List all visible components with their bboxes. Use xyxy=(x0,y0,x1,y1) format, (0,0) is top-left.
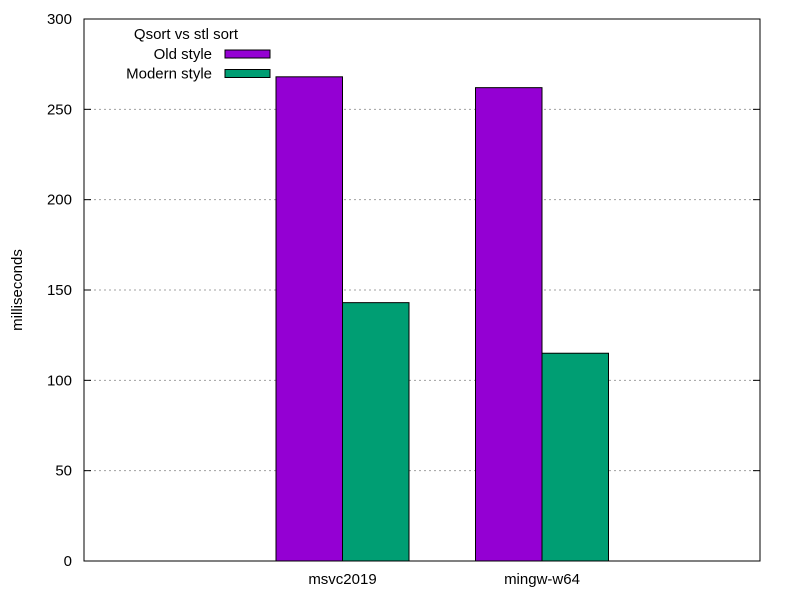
y-tick-label: 100 xyxy=(47,372,72,389)
bar-mingw-w64-0 xyxy=(475,87,543,562)
legend: Qsort vs stl sort Old style Modern style xyxy=(126,26,271,83)
legend-title: Qsort vs stl sort xyxy=(134,26,239,43)
legend-swatch xyxy=(224,69,271,78)
y-tick-label: 50 xyxy=(55,463,72,480)
y-tick-label: 0 xyxy=(64,553,72,570)
y-axis-ticks: 0 50 100 150 200 250 300 xyxy=(47,11,760,570)
y-tick-label: 250 xyxy=(47,101,72,118)
legend-item-label: Modern style xyxy=(126,66,212,83)
bar-msvc2019-1 xyxy=(342,302,410,562)
bars xyxy=(275,76,609,562)
x-category-label: mingw-w64 xyxy=(504,571,580,588)
y-tick-label: 200 xyxy=(47,192,72,209)
y-tick-label: 300 xyxy=(47,11,72,28)
x-axis-categories: msvc2019 mingw-w64 xyxy=(308,554,580,588)
grid-lines xyxy=(84,108,760,472)
legend-swatch xyxy=(224,49,271,59)
bar-mingw-w64-1 xyxy=(541,352,609,562)
bar-msvc2019-0 xyxy=(275,76,343,562)
x-category-label: msvc2019 xyxy=(308,571,376,588)
legend-items: Old style Modern style xyxy=(126,46,271,83)
y-axis-label: milliseconds xyxy=(9,249,26,331)
legend-item-label: Old style xyxy=(154,46,212,63)
y-tick-label: 150 xyxy=(47,282,72,299)
